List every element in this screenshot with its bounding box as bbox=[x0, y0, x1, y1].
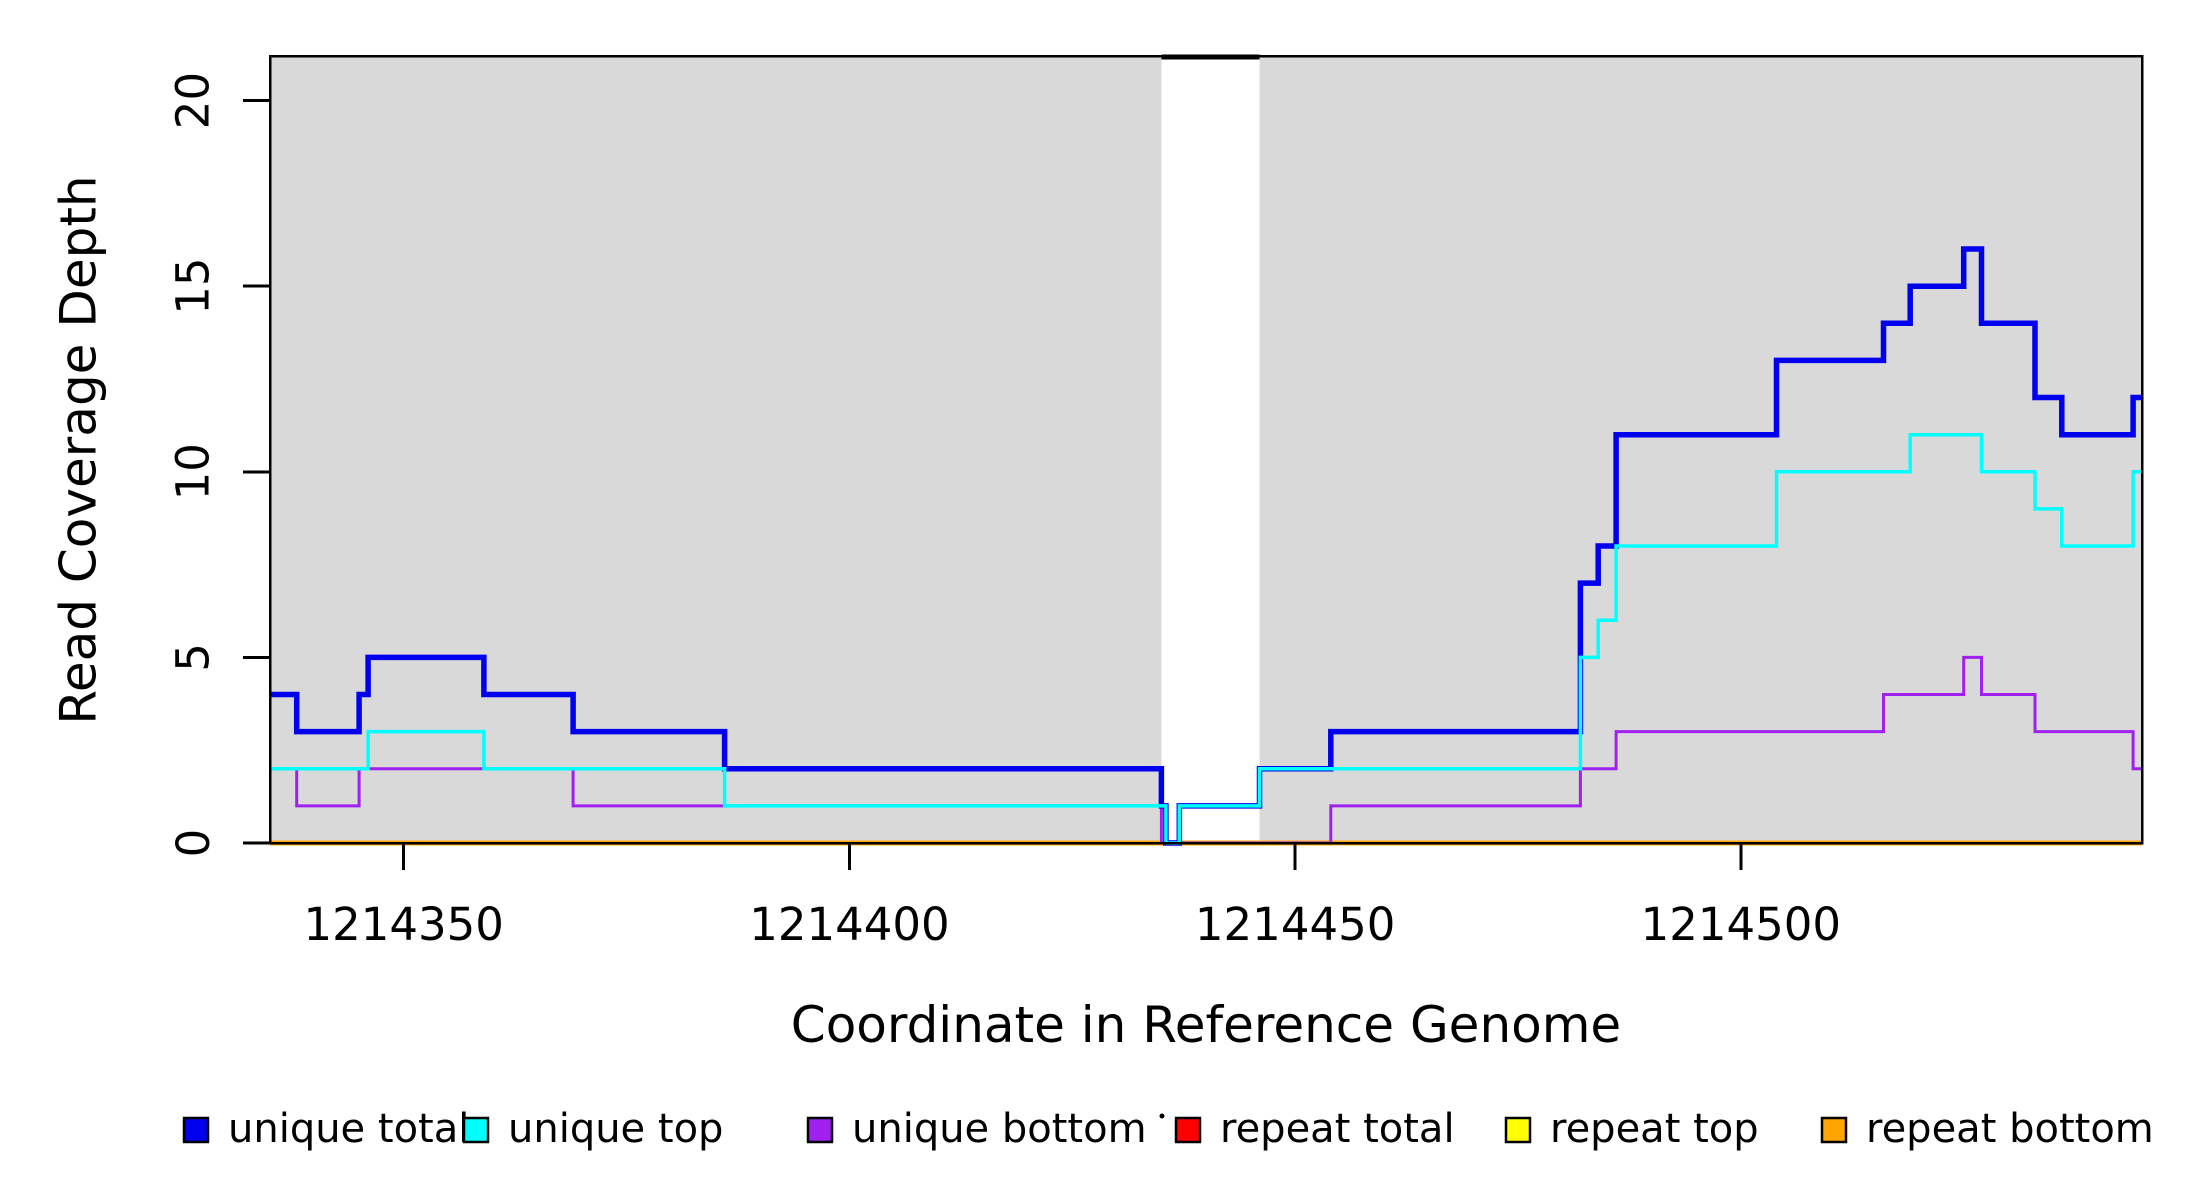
unique-region bbox=[1259, 56, 2142, 843]
legend-label-repeat-total: repeat total bbox=[1220, 1106, 1455, 1152]
legend-label-unique-total: unique total bbox=[228, 1106, 469, 1152]
y-tick-label: 15 bbox=[167, 258, 220, 315]
legend-label-repeat-bottom: repeat bottom bbox=[1866, 1106, 2154, 1152]
y-tick-label: 5 bbox=[167, 643, 220, 672]
y-tick-label: 10 bbox=[167, 443, 220, 500]
y-tick-label: 0 bbox=[167, 829, 220, 858]
x-tick-label: 1214400 bbox=[749, 898, 949, 951]
series-unique-total bbox=[270, 246, 2142, 846]
legend-label-unique-top: unique top bbox=[508, 1106, 723, 1152]
y-tick-label: 20 bbox=[167, 72, 220, 129]
y-axis-label: Read Coverage Depth bbox=[50, 175, 108, 724]
x-axis-label: Coordinate in Reference Genome bbox=[791, 996, 1621, 1054]
legend-swatch-repeat-bottom bbox=[1820, 1116, 1848, 1144]
legend-swatch-repeat-top bbox=[1504, 1116, 1532, 1144]
legend-swatch-unique-bottom bbox=[806, 1116, 834, 1144]
unique-region-shading bbox=[270, 56, 2142, 843]
legend-label-unique-bottom: unique bottom bbox=[852, 1106, 1147, 1152]
x-tick-label: 1214450 bbox=[1195, 898, 1395, 951]
legend-label-repeat-top: repeat top bbox=[1550, 1106, 1759, 1152]
legend: unique total unique top unique bottom re… bbox=[182, 1106, 2154, 1152]
axes bbox=[243, 54, 2144, 870]
x-tick-label: 1214350 bbox=[304, 898, 504, 951]
legend-swatch-repeat-total bbox=[1174, 1116, 1202, 1144]
legend-swatch-unique-total bbox=[182, 1116, 210, 1144]
tick-labels: 1214350 1214400 1214450 1214500 0 5 10 15 20 bbox=[167, 72, 1841, 951]
stray-dot-artifact bbox=[1159, 1113, 1165, 1119]
x-tick-label: 1214500 bbox=[1641, 898, 1841, 951]
series-unique-top bbox=[270, 432, 2142, 845]
unique-region bbox=[270, 56, 1162, 843]
series-unique-bottom bbox=[270, 655, 2142, 845]
legend-swatch-unique-top bbox=[462, 1116, 490, 1144]
